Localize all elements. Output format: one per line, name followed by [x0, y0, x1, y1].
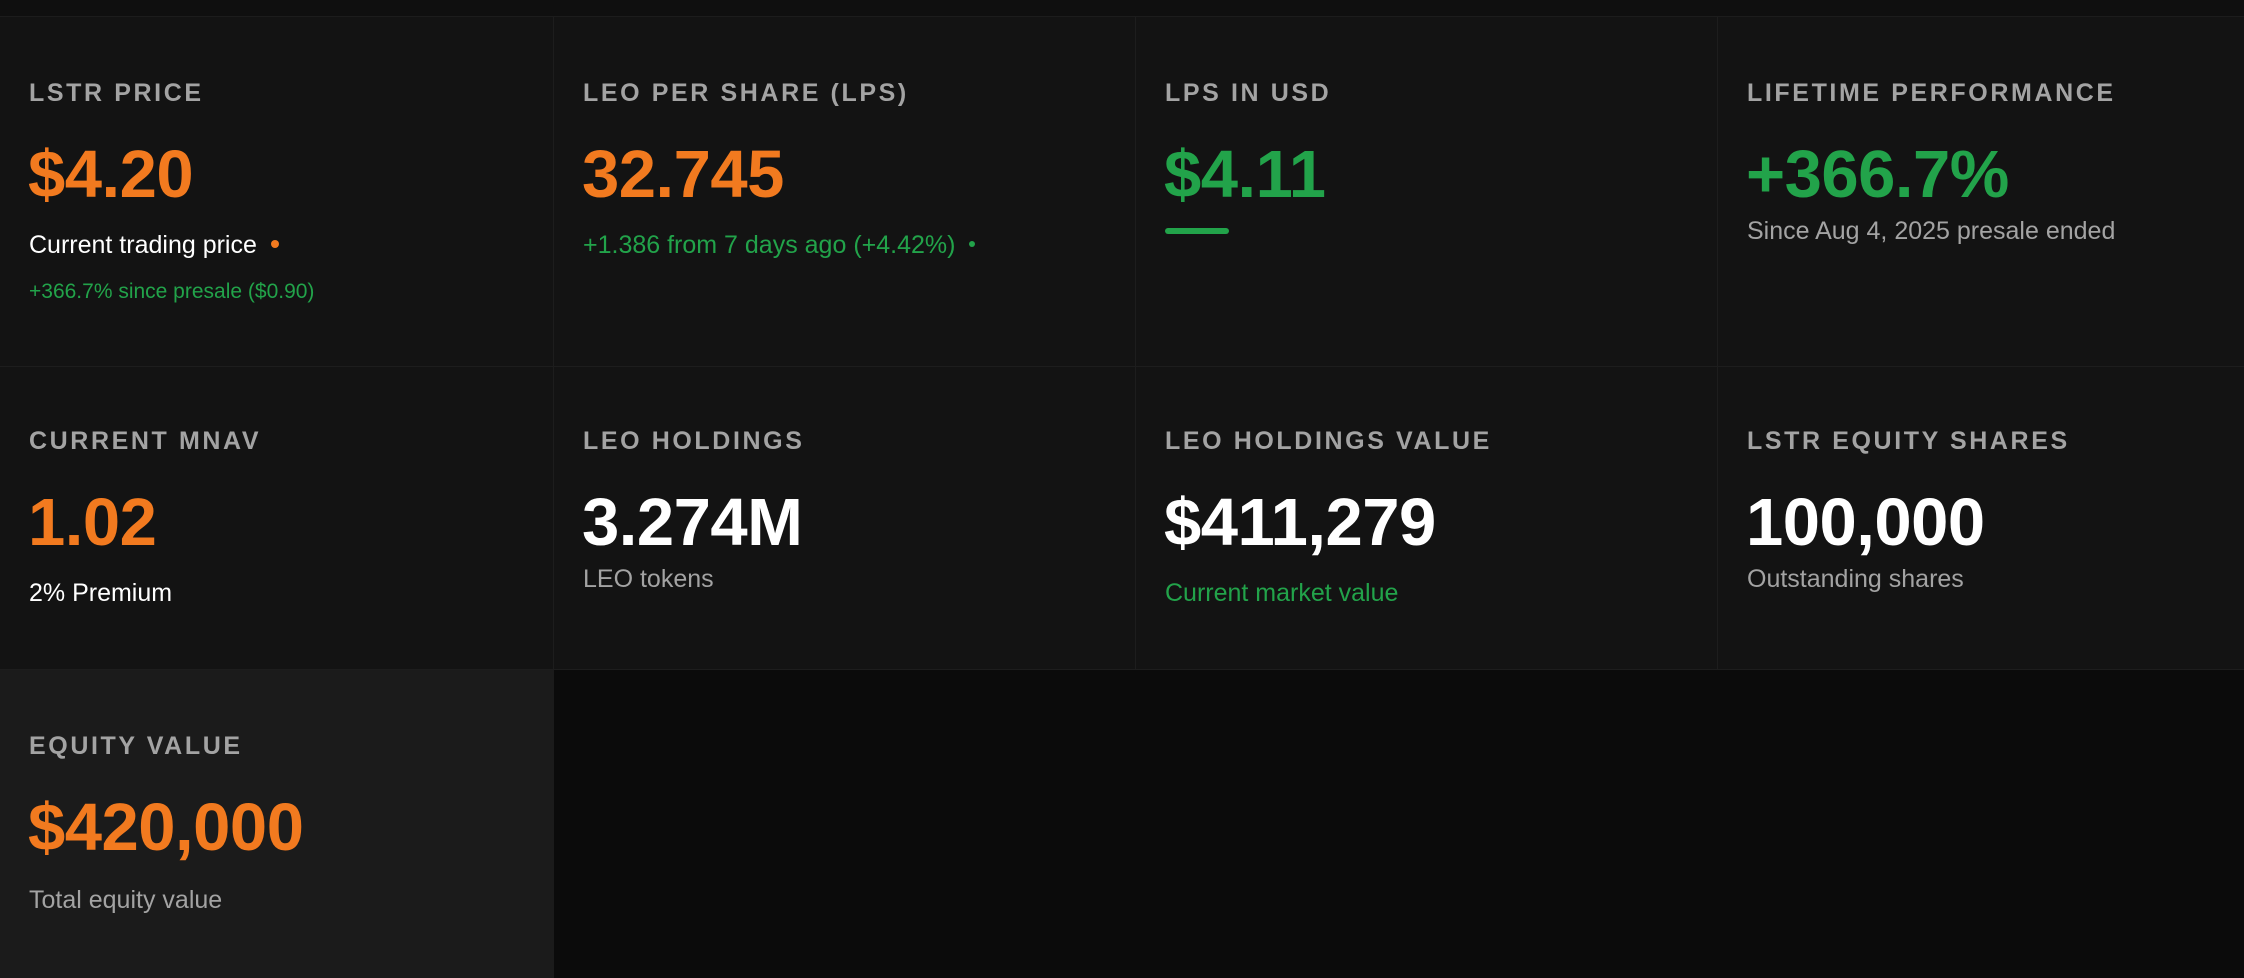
card-lps: LEO PER SHARE (LPS) 32.745 +1.386 from 7… — [554, 17, 1136, 367]
metrics-grid: LSTR PRICE $4.20 Current trading price +… — [0, 17, 2244, 978]
card-sub: Current market value — [1165, 579, 1399, 607]
card-label: LSTR EQUITY SHARES — [1747, 427, 2070, 455]
card-value: $411,279 — [1164, 485, 1436, 560]
card-sub: LEO tokens — [583, 565, 714, 593]
card-equity-value: EQUITY VALUE $420,000 Total equity value — [0, 670, 554, 978]
live-indicator-dot — [969, 241, 976, 248]
card-lstr-equity-shares: LSTR EQUITY SHARES 100,000 Outstanding s… — [1718, 367, 2244, 670]
card-lstr-price: LSTR PRICE $4.20 Current trading price +… — [0, 17, 554, 367]
card-label: EQUITY VALUE — [29, 732, 243, 760]
card-note: +366.7% since presale ($0.90) — [29, 280, 315, 303]
card-label: LPS IN USD — [1165, 79, 1332, 107]
live-indicator-dot — [270, 240, 279, 249]
card-label: LEO PER SHARE (LPS) — [583, 79, 909, 107]
card-value: 32.745 — [582, 137, 784, 212]
top-bar — [0, 0, 2244, 17]
card-sub: Outstanding shares — [1747, 565, 1964, 593]
card-value: $4.11 — [1164, 137, 1326, 212]
card-value: $420,000 — [28, 790, 304, 865]
loading-bar — [1165, 228, 1229, 234]
card-sub: Current trading price — [29, 231, 279, 260]
card-sub-text: Current trading price — [29, 231, 257, 259]
card-sub-text: +1.386 from 7 days ago (+4.42%) — [583, 231, 956, 259]
card-lifetime-performance: LIFETIME PERFORMANCE +366.7% Since Aug 4… — [1718, 17, 2244, 367]
card-value: 100,000 — [1746, 485, 1985, 560]
card-sub: Since Aug 4, 2025 presale ended — [1747, 217, 2116, 245]
card-sub: Total equity value — [29, 886, 223, 914]
card-value: 1.02 — [28, 485, 157, 560]
card-value: 3.274M — [582, 485, 803, 560]
card-label: CURRENT MNAV — [29, 427, 262, 455]
card-label: LIFETIME PERFORMANCE — [1747, 79, 2116, 107]
card-lps-usd: LPS IN USD $4.11 — [1136, 17, 1718, 367]
card-value: $4.20 — [28, 137, 194, 212]
card-sub: +1.386 from 7 days ago (+4.42%) — [583, 231, 976, 260]
card-current-mnav: CURRENT MNAV 1.02 2% Premium — [0, 367, 554, 670]
card-leo-holdings-value: LEO HOLDINGS VALUE $411,279 Current mark… — [1136, 367, 1718, 670]
card-label: LSTR PRICE — [29, 79, 204, 107]
card-value: +366.7% — [1746, 137, 2009, 212]
card-sub: 2% Premium — [29, 579, 173, 607]
card-label: LEO HOLDINGS VALUE — [1165, 427, 1492, 455]
card-leo-holdings: LEO HOLDINGS 3.274M LEO tokens — [554, 367, 1136, 670]
card-label: LEO HOLDINGS — [583, 427, 805, 455]
